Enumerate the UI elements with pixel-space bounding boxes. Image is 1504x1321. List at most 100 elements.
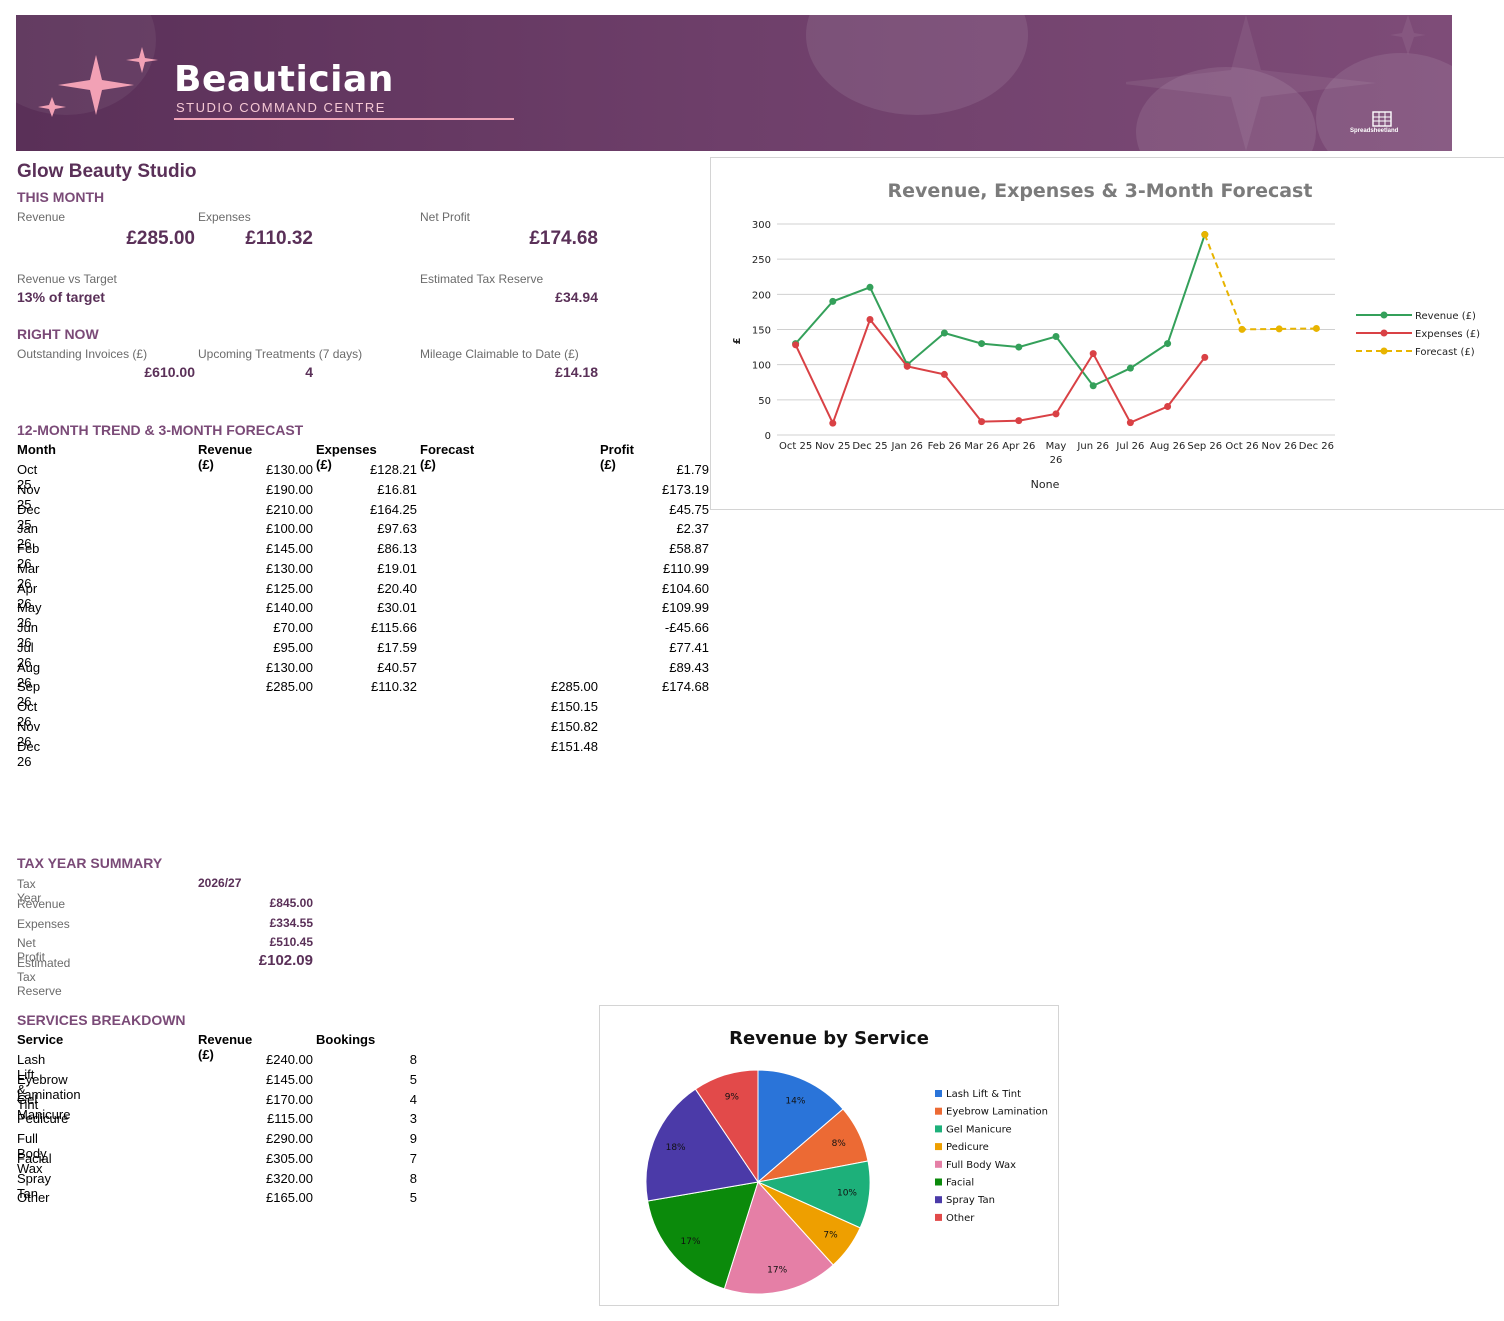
trend-cell: £110.99 (662, 560, 709, 576)
services-cell: £240.00 (266, 1052, 313, 1067)
data-point (866, 315, 874, 323)
legend-label: Pedicure (946, 1142, 989, 1153)
slice-label: 8% (832, 1139, 847, 1149)
data-point (792, 341, 800, 349)
trend-col-header: Month (17, 442, 56, 457)
services-cell: 9 (409, 1131, 417, 1146)
slice-label: 10% (837, 1188, 857, 1198)
series-line (794, 234, 1206, 388)
x-tick-label: Jan 26 (891, 441, 923, 452)
legend-label: Full Body Wax (946, 1160, 1016, 1171)
trend-cell: Dec 25 (17, 501, 41, 532)
trend-cell: £173.19 (662, 481, 709, 497)
services-col-header: Service (17, 1032, 64, 1047)
trend-cell: £109.99 (662, 600, 709, 616)
x-tick-label: Jul 26 (1115, 441, 1144, 452)
legend-label: Expenses (£) (1415, 329, 1480, 340)
net-profit-value: £174.68 (529, 228, 598, 249)
legend-label: Other (946, 1213, 975, 1224)
trend-cell: £20.40 (377, 580, 417, 596)
pie-slice (723, 1181, 834, 1295)
data-point (1126, 364, 1134, 372)
data-point (903, 362, 911, 370)
tax-year-value: £845.00 (269, 895, 313, 910)
services-cell: Eyebrow Lamination (17, 1071, 81, 1102)
trend-cell: Nov 26 (17, 718, 41, 749)
trend-cell: £30.01 (377, 600, 417, 616)
tax-year-label: Tax Year (17, 877, 42, 905)
y-axis-label: £ (732, 337, 743, 344)
slice-label: 7% (823, 1231, 838, 1241)
services-pie-chart[interactable]: Revenue by Service 14% 8% 10% 7% 17% 17% 18% 9% L… (599, 1005, 1059, 1306)
tax-year-value: 2026/27 (198, 876, 242, 890)
trend-chart-svg: Revenue, Expenses & 3-Month Forecast 0 50 1… (732, 180, 1480, 491)
trend-cell: £130.00 (266, 659, 313, 675)
trend-cell: Apr 26 (17, 580, 38, 611)
services-cell: Spray Tan (17, 1170, 51, 1201)
trend-cell: £110.32 (370, 679, 417, 695)
pie-slice (757, 1069, 844, 1184)
tax-reserve-label: Estimated Tax Reserve (420, 272, 544, 286)
trend-cell: £164.25 (370, 501, 417, 517)
trend-cell: £70.00 (273, 620, 313, 635)
y-tick-label: 300 (752, 220, 771, 231)
services-cell: £290.00 (266, 1131, 313, 1146)
x-tick-label: Feb 26 (928, 441, 962, 452)
legend-label: Facial (946, 1178, 974, 1189)
tax-year-label: Expenses (17, 916, 70, 931)
trend-cell: £174.68 (662, 679, 709, 695)
data-point (1201, 231, 1209, 239)
trend-chart[interactable]: Revenue, Expenses & 3-Month Forecast 0 50 1… (710, 157, 1504, 510)
services-cell: Facial (17, 1150, 52, 1166)
trend-cell: £285.00 (266, 679, 313, 695)
trend-cell: £104.60 (662, 580, 709, 596)
revenue-label: Revenue (17, 210, 66, 224)
slice-label: 14% (785, 1097, 805, 1107)
data-point (1164, 340, 1172, 348)
decorative-star-icon (1126, 15, 1426, 151)
legend-label: Spray Tan (946, 1195, 995, 1206)
services-cell: £320.00 (266, 1170, 313, 1186)
invoices-label: Outstanding Invoices (£) (17, 347, 148, 361)
services-pie-svg: Revenue by Service 14% 8% 10% 7% 17% 17% 18% 9% L… (645, 1028, 1048, 1295)
tax-year-heading: TAX YEAR SUMMARY (17, 855, 163, 871)
x-tick-label: Dec 26 (1299, 441, 1334, 452)
trend-cell: £89.43 (669, 659, 709, 675)
services-col-header: Revenue (£) (198, 1032, 253, 1062)
data-point (1126, 419, 1134, 427)
trend-cell: £77.41 (669, 639, 709, 655)
trend-cell: £1.79 (676, 462, 709, 477)
services-cell: 5 (409, 1190, 417, 1206)
trend-cell: £145.00 (266, 541, 313, 556)
series-line (1203, 234, 1317, 331)
data-point (1238, 325, 1246, 333)
legend-swatch (935, 1196, 942, 1204)
tax-year-value: £334.55 (269, 915, 313, 930)
trend-cell: £150.82 (551, 718, 598, 734)
expenses-value: £110.32 (245, 228, 313, 249)
legend-swatch (935, 1213, 942, 1221)
trend-cell: £151.48 (551, 738, 598, 754)
legend-swatch (935, 1107, 942, 1115)
trend-cell: £16.81 (377, 481, 417, 497)
data-point (1015, 343, 1023, 351)
services-cell: 4 (409, 1091, 417, 1107)
pie-slice (645, 1088, 759, 1202)
trend-cell: May 26 (17, 600, 42, 631)
legend-marker (1380, 311, 1388, 319)
legend-marker (1380, 347, 1388, 355)
logo-text: Spreadsheetland (1350, 128, 1399, 134)
legend-marker (1380, 329, 1388, 337)
legend-label: Lash Lift & Tint (946, 1089, 1021, 1100)
trend-cell: £130.00 (266, 462, 313, 477)
trend-cell: Aug 26 (17, 659, 41, 690)
data-point (1164, 402, 1172, 410)
x-axis-label: None (1031, 478, 1060, 491)
x-tick-label: Nov 25 (815, 441, 850, 452)
brand-underline (174, 118, 514, 120)
trend-cell: Sep 26 (17, 679, 41, 710)
trend-cell: £150.15 (551, 699, 598, 714)
chart-title: Revenue by Service (729, 1028, 929, 1049)
trend-cell: Mar 26 (17, 560, 40, 591)
data-point (940, 370, 948, 378)
